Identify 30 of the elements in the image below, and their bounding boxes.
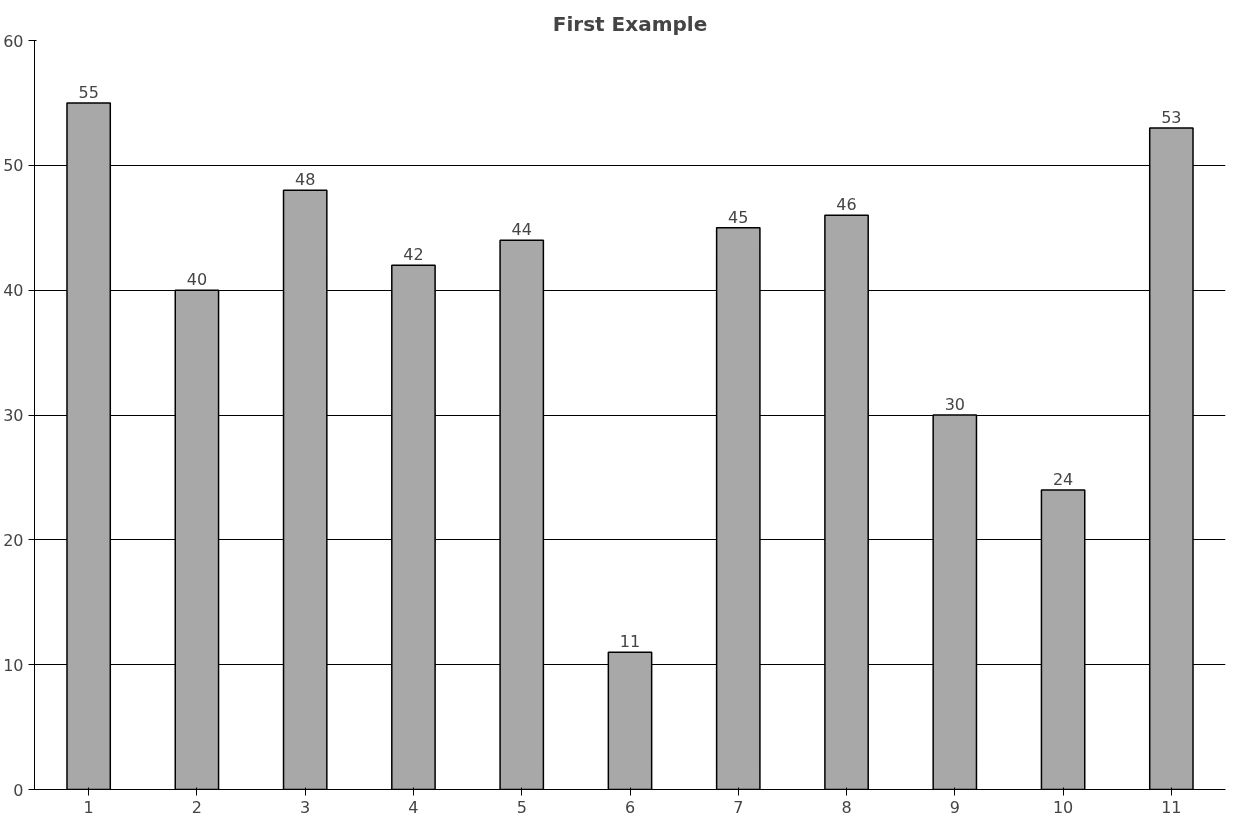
x-tick-label: 10	[1052, 797, 1074, 817]
y-tick-label: 40	[3, 281, 24, 301]
x-tick-label: 6	[624, 797, 636, 817]
data-label: 24	[1052, 469, 1074, 489]
y-tick-label: 20	[3, 530, 24, 550]
x-tick-label: 1	[83, 797, 94, 817]
data-label: 46	[836, 195, 857, 215]
data-label: 30	[944, 395, 965, 414]
data-label: 11	[619, 632, 641, 652]
data-label: 55	[78, 82, 99, 102]
x-tick-label: 7	[733, 797, 744, 817]
x-tick-label: 4	[408, 797, 419, 817]
data-label: 42	[403, 245, 424, 265]
x-tick-label: 5	[516, 797, 527, 817]
data-label: 53	[1161, 107, 1182, 127]
chart-title: First Example	[552, 11, 708, 36]
x-tick-label: 3	[300, 797, 311, 817]
data-label: 45	[728, 207, 749, 227]
y-tick-label: 10	[3, 655, 24, 675]
y-tick-label: 0	[13, 780, 24, 800]
data-label: 44	[511, 220, 532, 240]
y-tick-label: 30	[3, 406, 24, 425]
data-label: 40	[186, 270, 208, 290]
y-tick-label: 60	[3, 31, 24, 51]
x-tick-label: 8	[841, 797, 852, 817]
x-tick-label: 9	[949, 797, 960, 817]
data-label: 48	[295, 170, 316, 190]
x-tick-label: 11	[1161, 797, 1182, 817]
y-tick-label: 50	[3, 156, 24, 176]
x-tick-label: 2	[191, 797, 203, 817]
